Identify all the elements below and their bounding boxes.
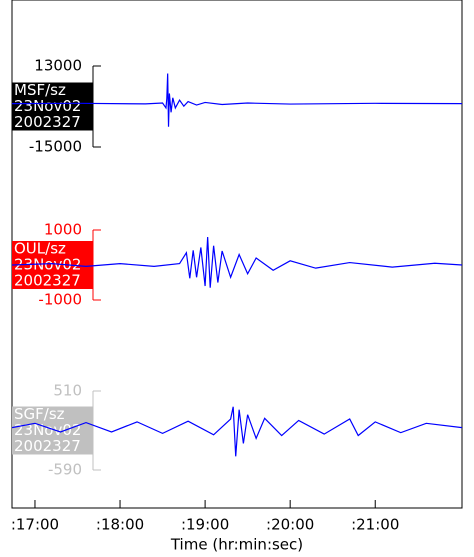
x-tick-label: :19:00: [181, 516, 229, 534]
waveform: [11, 73, 463, 127]
y-tick-label: 510: [53, 382, 82, 400]
y-tick-label: -590: [48, 461, 82, 479]
y-tick-label: 1000: [44, 221, 82, 239]
y-tick-label: -1000: [38, 291, 82, 309]
station-label: 23Nov02: [14, 256, 81, 274]
x-axis-label: Time (hr:min:sec): [170, 536, 303, 554]
station-label: 2002327: [14, 113, 81, 131]
station-label: 2002327: [14, 272, 81, 290]
station-label: SGF/sz: [14, 405, 65, 423]
station-label: 2002327: [14, 437, 81, 455]
x-tick-label: :20:00: [266, 516, 314, 534]
waveform: [11, 406, 463, 457]
waveform: [11, 236, 463, 288]
station-label: MSF/sz: [14, 81, 66, 99]
y-tick-label: 13000: [34, 57, 82, 75]
y-tick-label: -15000: [29, 138, 82, 156]
station-label: OUL/sz: [14, 240, 66, 258]
station-label: 23Nov02: [14, 421, 81, 439]
station-label: 23Nov02: [14, 97, 81, 115]
x-tick-label: :17:00: [11, 516, 59, 534]
x-tick-label: :18:00: [96, 516, 144, 534]
station-label-box: [12, 406, 93, 455]
x-tick-label: :21:00: [351, 516, 399, 534]
station-label-box: [12, 82, 93, 131]
